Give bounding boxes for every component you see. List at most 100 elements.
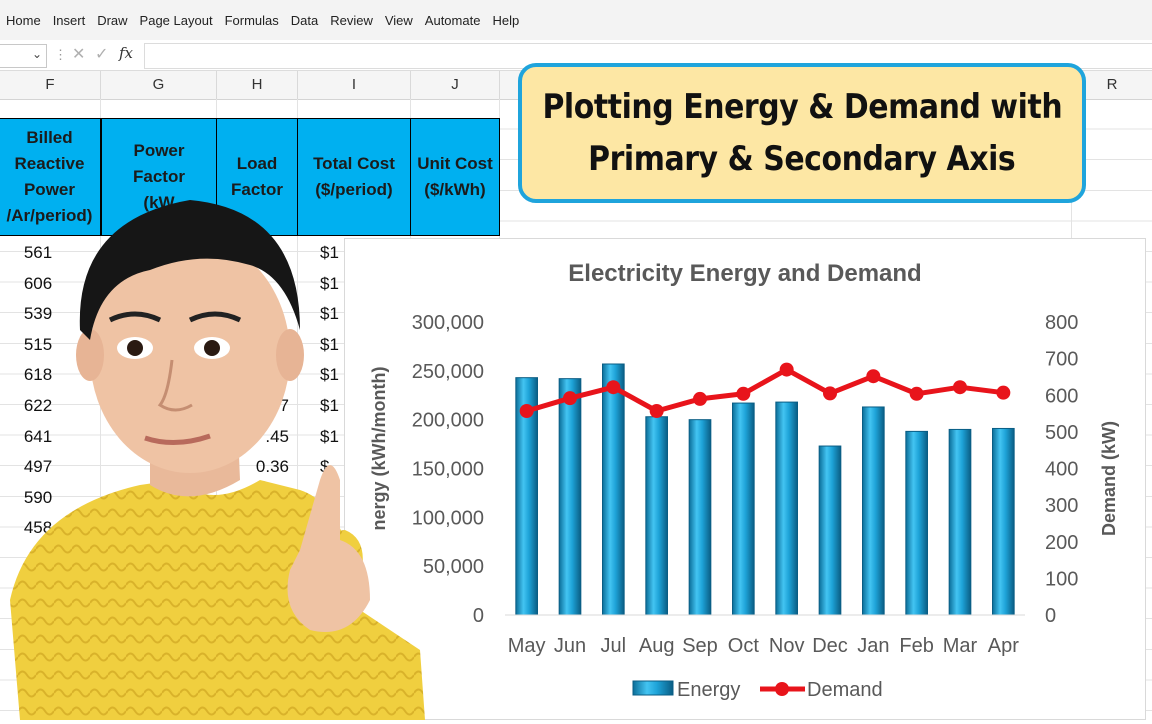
header-text: Power	[133, 141, 185, 160]
y2-tick-label: 500	[1045, 422, 1078, 444]
energy-bar	[905, 430, 928, 616]
menu-automate[interactable]: Automate	[424, 12, 481, 28]
legend-demand-marker	[775, 682, 789, 696]
energy-bar	[775, 401, 799, 616]
check-icon[interactable]: ✓	[95, 46, 109, 63]
table-cell[interactable]: $1	[320, 243, 339, 262]
name-box[interactable]: ⌄	[0, 44, 47, 68]
demand-point	[519, 403, 534, 418]
video-title-box: Plotting Energy & Demand with Primary & …	[518, 63, 1086, 203]
table-cell[interactable]: 539	[23, 304, 53, 324]
ribbon-menu: Home Insert Draw Page Layout Formulas Data Rev…	[0, 0, 1152, 41]
x-tick-label: Jul	[601, 635, 627, 657]
header-text: Total Cost	[313, 154, 395, 173]
grid-line	[100, 99, 101, 720]
menu-review[interactable]: Review	[330, 12, 373, 28]
demand-point	[606, 380, 621, 395]
header-text: Reactive	[14, 154, 85, 173]
demand-point	[953, 380, 967, 395]
energy-bar	[688, 419, 712, 616]
y2-tick-label: 700	[1045, 349, 1078, 371]
presenter-photo	[10, 200, 425, 720]
column-header-h[interactable]: H	[217, 71, 298, 99]
menu-help[interactable]: Help	[492, 12, 520, 28]
table-cell[interactable]: 458	[23, 518, 53, 538]
chevron-down-icon[interactable]: ⌄	[31, 47, 42, 61]
energy-bar	[992, 427, 1015, 616]
table-cell[interactable]: $1	[320, 396, 339, 415]
table-cell[interactable]: $1	[320, 273, 339, 293]
column-header-g[interactable]: G	[101, 71, 217, 99]
column-header-i[interactable]: I	[298, 71, 411, 99]
x-tick-label: May	[508, 635, 546, 657]
header-cell-unit-cost[interactable]: Unit Cost ($/kWh)	[410, 118, 500, 236]
header-text: Load	[236, 154, 278, 173]
header-text: ($/kWh)	[424, 180, 486, 199]
menu-page-layout[interactable]: Page Layout	[139, 12, 213, 28]
x-tick-label: Feb	[899, 635, 933, 657]
energy-bar	[818, 445, 842, 616]
y2-axis-title: Demand (kW)	[1099, 421, 1119, 536]
table-cell[interactable]: 606	[23, 273, 53, 293]
close-icon[interactable]: ✕	[72, 46, 86, 63]
y-tick-label: 200,000	[412, 410, 484, 432]
y2-tick-label: 100	[1045, 568, 1078, 590]
y-axis-title: nergy (kWh/month)	[369, 367, 389, 531]
x-tick-label: Dec	[812, 635, 848, 657]
column-header-r[interactable]: R	[1106, 76, 1118, 93]
menu-draw[interactable]: Draw	[97, 12, 128, 28]
table-cell[interactable]: 0.36	[255, 457, 289, 477]
menu-insert[interactable]: Insert	[52, 12, 86, 28]
column-header-f[interactable]: F	[0, 71, 101, 99]
table-cell[interactable]: 641	[23, 426, 53, 446]
chart-title: Electricity Energy and Demand	[568, 260, 921, 287]
menu-home[interactable]: Home	[6, 12, 41, 28]
table-cell[interactable]: 590	[23, 487, 53, 507]
legend-demand-label: Demand	[807, 679, 883, 701]
column-header-j[interactable]: J	[411, 71, 500, 99]
x-tick-label: Aug	[639, 635, 675, 657]
menu-view[interactable]: View	[384, 12, 413, 28]
table-cell[interactable]: 622	[23, 396, 53, 415]
legend-energy-swatch	[632, 680, 674, 696]
demand-point	[693, 391, 707, 406]
fx-icon[interactable]: fx	[119, 44, 134, 62]
table-cell[interactable]: 561	[23, 243, 53, 262]
header-cell-total-cost[interactable]: Total Cost ($/period)	[297, 118, 411, 236]
table-cell[interactable]: .45	[265, 426, 289, 446]
table-cell[interactable]: $1	[320, 334, 339, 354]
energy-bar	[732, 402, 755, 616]
x-tick-label: Jan	[857, 635, 889, 657]
chart-svg: Electricity Energy and Demand 0 50,000 100,…	[369, 260, 1119, 701]
y2-tick-label: 200	[1045, 532, 1078, 554]
grid-line	[297, 99, 298, 720]
y-tick-label: 0	[473, 605, 484, 627]
menu-formulas[interactable]: Formulas	[224, 12, 279, 28]
table-cell[interactable]: $1	[320, 426, 339, 446]
legend-energy-label: Energy	[677, 679, 740, 701]
demand-point	[563, 391, 577, 406]
header-cell-billed-reactive-power[interactable]: Billed Reactive Power/Ar/period)	[0, 118, 101, 236]
header-text: Factor	[133, 167, 185, 186]
demand-point	[909, 386, 924, 401]
table-cell[interactable]: $	[320, 457, 330, 477]
combo-chart[interactable]: Electricity Energy and Demand 0 50,000 100,…	[344, 238, 1146, 720]
table-cell[interactable]: $1	[320, 304, 339, 324]
x-tick-label: Apr	[988, 635, 1019, 657]
table-cell[interactable]: $1	[320, 365, 339, 385]
demand-point	[866, 369, 881, 384]
demand-point	[736, 386, 751, 401]
energy-bar	[645, 416, 669, 616]
header-text: Billed	[26, 128, 73, 147]
header-text: Unit Cost	[417, 154, 493, 173]
table-cell[interactable]: 515	[23, 334, 53, 354]
energy-bar	[862, 406, 885, 616]
title-line-2: Primary & Secondary Axis	[588, 139, 1016, 179]
header-text: ($/period)	[315, 180, 393, 199]
table-cell[interactable]: 618	[23, 365, 53, 385]
x-tick-label: Mar	[943, 635, 978, 657]
energy-bar	[558, 378, 582, 616]
table-cell[interactable]: 497	[23, 457, 53, 477]
demand-point	[823, 386, 837, 401]
menu-data[interactable]: Data	[290, 12, 319, 28]
